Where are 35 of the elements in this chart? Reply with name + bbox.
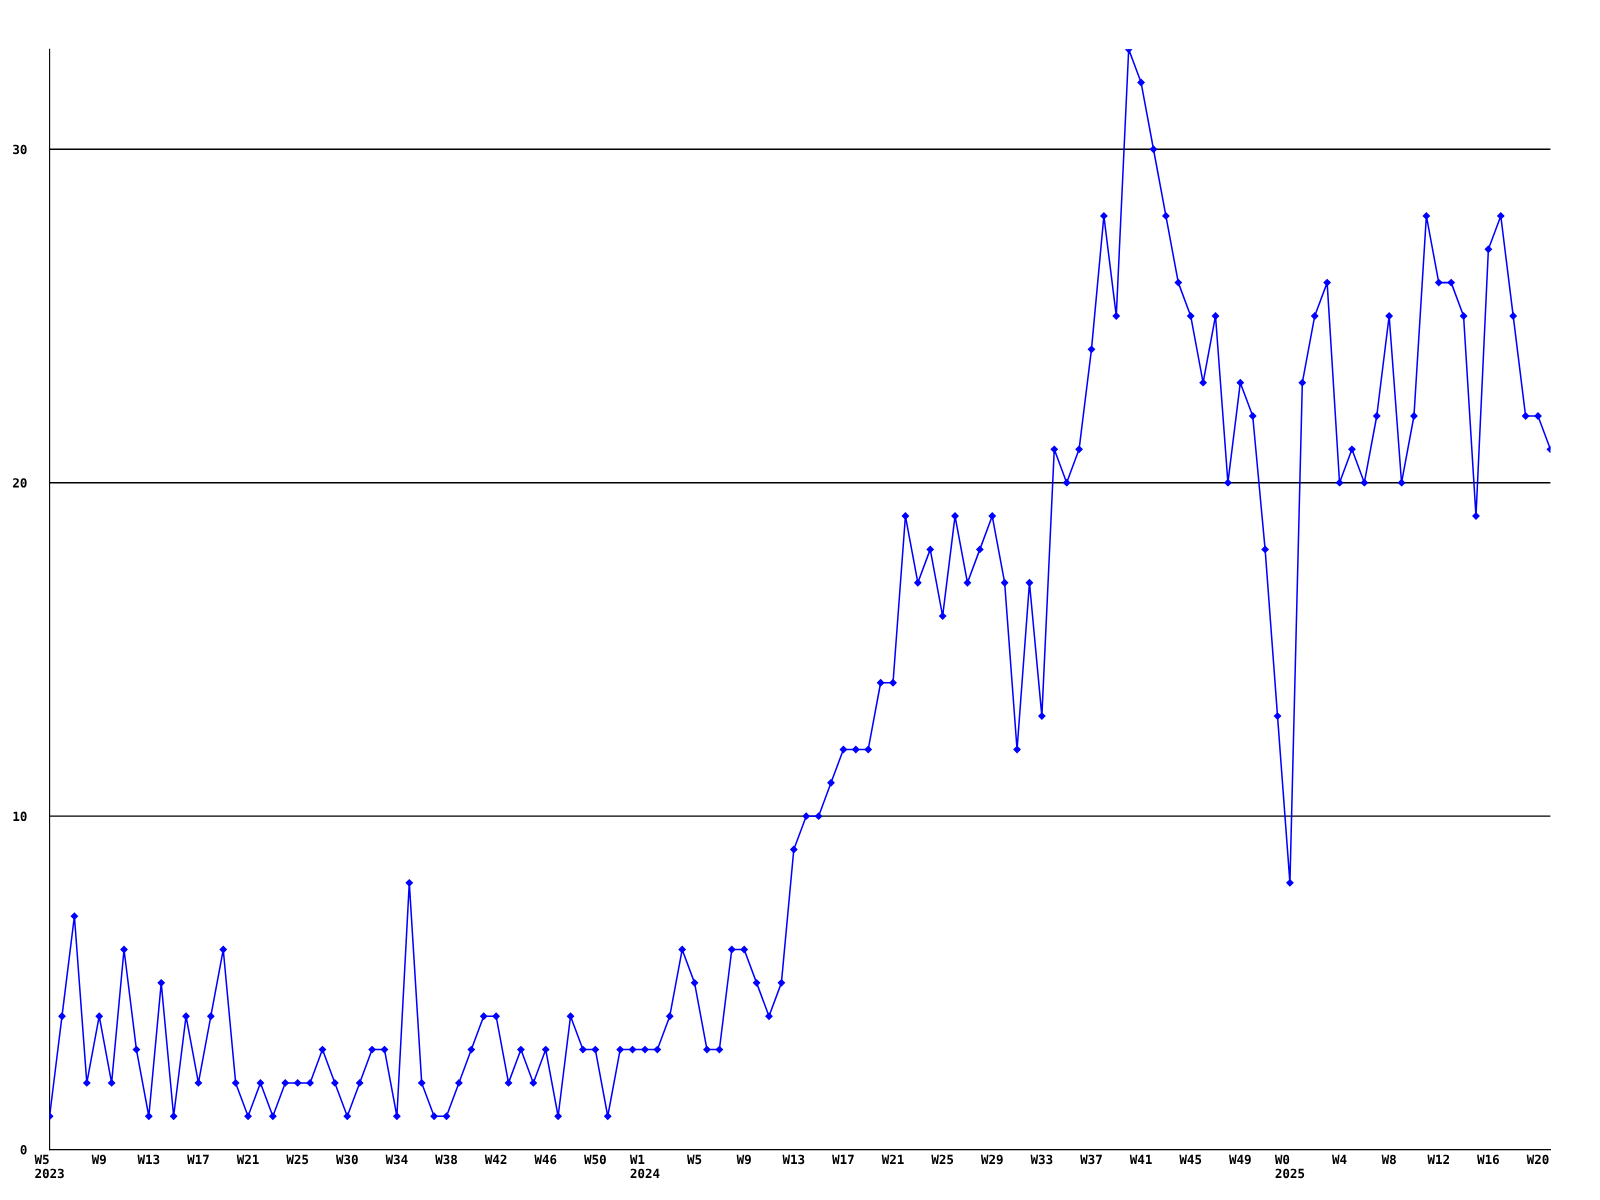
x-tick-label: W20 [1526,1154,1549,1165]
x-tick-label: W16 [1477,1154,1499,1165]
x-tick-label: W4 [1332,1154,1347,1164]
x-tick-label: W42 [484,1154,507,1164]
x-tick-label: W5 [687,1154,702,1165]
y-tick-label: 10 [13,811,27,822]
x-tick-label: W34 [385,1154,408,1165]
x-tick-label: W25 [931,1154,954,1165]
x-tick-label: W13 [782,1154,805,1165]
x-tick-label: W1 2024 [629,1154,660,1179]
x-tick-label: W21 [881,1154,904,1164]
x-tick-label: W50 [584,1154,606,1165]
x-tick-label: W29 [980,1154,1003,1165]
x-tick-label: W38 [435,1154,458,1165]
x-tick-label: W25 [286,1154,309,1165]
x-tick-label: W46 [534,1154,557,1165]
x-tick-label: W21 [236,1154,259,1164]
x-tick-label: W41 [1129,1154,1152,1164]
x-tick-label: W17 [832,1154,854,1164]
x-tick-label: W33 [1030,1154,1053,1165]
x-tick-label: W0 2025 [1274,1154,1305,1179]
x-tick-label: W12 [1427,1154,1450,1164]
y-tick-label: 30 [13,144,27,155]
x-tick-label: W17 [187,1154,209,1164]
x-tick-label: W9 [91,1154,106,1165]
x-tick-label: W5 2023 [34,1154,64,1179]
x-tick-label: W45 [1179,1154,1202,1165]
x-tick-label: W9 [736,1154,751,1165]
x-tick-label: W30 [335,1154,358,1165]
x-tick-label: W37 [1080,1154,1102,1165]
y-tick-label: 0 [20,1145,27,1155]
x-tick-label: W49 [1229,1154,1251,1165]
x-tick-label: W13 [137,1154,160,1165]
x-tick-label: W8 [1381,1154,1396,1165]
y-tick-label: 20 [13,478,27,488]
